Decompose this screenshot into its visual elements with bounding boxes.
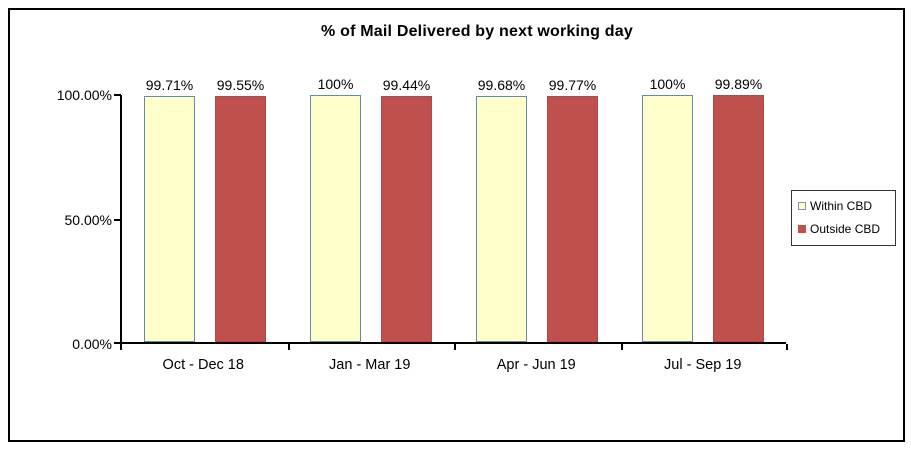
bar-outside-cbd: 99.44% — [381, 77, 432, 342]
x-axis-category-label: Oct - Dec 18 — [162, 357, 244, 373]
bar-value-label: 99.44% — [382, 77, 431, 94]
x-axis-category-label: Jan - Mar 19 — [329, 357, 411, 373]
bar-outside-cbd: 99.89% — [713, 76, 764, 342]
x-axis-tick — [287, 344, 290, 350]
bar-within-cbd: 99.71% — [144, 77, 195, 342]
y-axis-tick-label: 50.00% — [64, 211, 112, 228]
legend-label: Outside CBD — [810, 222, 881, 236]
x-axis-labels: Oct - Dec 18 Jan - Mar 19 Apr - Jun 19 Jul … — [120, 357, 786, 373]
y-axis-tick — [114, 342, 121, 344]
bar-value-label: 100% — [317, 76, 354, 92]
bar-within-cbd: 100% — [642, 76, 693, 342]
legend-swatch-outside-cbd-icon — [798, 225, 806, 233]
x-axis-tick — [120, 344, 122, 350]
x-axis-tick — [454, 344, 456, 350]
chart-title: % of Mail Delivered by next working day — [321, 23, 633, 40]
legend: Within CBD Outside CBD — [791, 190, 896, 246]
bar-group: 100% 99.44% — [288, 76, 454, 342]
bar-outside-cbd: 99.77% — [547, 77, 598, 342]
bar-group: 99.68% 99.77% — [454, 77, 620, 342]
y-axis-tick — [114, 94, 121, 96]
x-axis-category-label: Apr - Jun 19 — [496, 357, 576, 373]
legend-item-within-cbd: Within CBD — [798, 199, 895, 213]
bar-within-cbd: 99.68% — [476, 77, 527, 342]
bar-group: 99.71% 99.55% — [122, 77, 288, 342]
y-axis-tick-label: 0.00% — [72, 336, 112, 352]
x-axis-category-label: Jul - Sep 19 — [664, 357, 742, 373]
legend-item-outside-cbd: Outside CBD — [798, 222, 895, 236]
y-axis-tick — [114, 218, 121, 221]
y-axis-tick-label: 100.00% — [56, 87, 112, 103]
bar-value-label: 99.77% — [548, 76, 597, 93]
legend-swatch-within-cbd-icon — [798, 202, 806, 210]
x-axis-tick — [786, 344, 788, 350]
bar-value-label: 99.89% — [714, 76, 763, 93]
legend-label: Within CBD — [810, 199, 873, 213]
bar-value-label: 100% — [649, 76, 686, 92]
plot-area: 99.71% 99.55% 100% 99.44% 99.68% 99.77% 100% 99… — [114, 76, 788, 350]
bar-value-label: 99.71% — [145, 76, 194, 93]
bar-within-cbd: 100% — [310, 76, 361, 342]
bar-value-label: 99.55% — [216, 77, 265, 94]
bar-value-label: 99.68% — [477, 76, 526, 93]
bar-group: 100% 99.89% — [620, 76, 786, 342]
bar-outside-cbd: 99.55% — [215, 77, 266, 342]
y-axis-labels: 100.00% 50.00% 0.00% — [28, 87, 112, 352]
bar-groups: 99.71% 99.55% 100% 99.44% 99.68% 99.77% 100% 99… — [122, 76, 786, 342]
x-axis-tick — [620, 344, 623, 350]
